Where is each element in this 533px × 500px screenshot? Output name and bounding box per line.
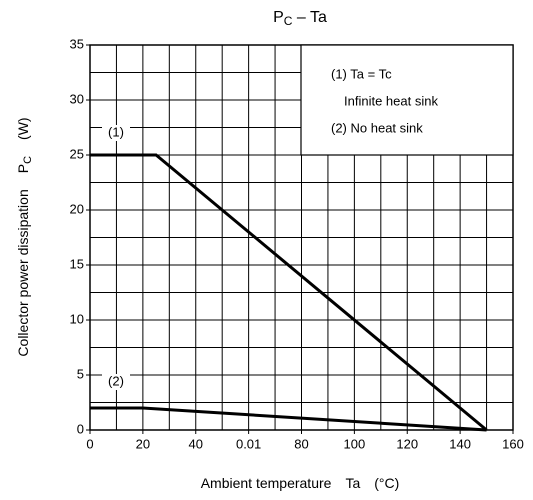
x-axis-label: Ambient temperature Ta (°C): [201, 475, 400, 491]
chart-title: PC – Ta: [273, 9, 327, 28]
x-tick-label: 100: [344, 436, 366, 451]
x-label-unit: (°C): [374, 475, 399, 491]
y-tick-label: 10: [70, 311, 84, 326]
y-tick-label: 15: [70, 256, 84, 271]
title-sub: C: [284, 14, 293, 28]
y-label-unit: (W): [15, 117, 31, 140]
y-label-text: Collector power dissipation: [15, 189, 31, 356]
title-rest: – Ta: [292, 9, 327, 26]
y-tick-label: 20: [70, 201, 84, 216]
x-tick-label: 0.01: [236, 436, 261, 451]
legend-text: (1) Ta = Tc: [331, 66, 392, 81]
x-tick-label: 80: [294, 436, 308, 451]
x-tick-label: 0: [86, 436, 93, 451]
series-label-bg: [102, 374, 130, 390]
x-tick-label: 20: [136, 436, 150, 451]
line-series: [90, 406, 487, 432]
x-tick-label: 120: [396, 436, 418, 451]
legend-box: [300, 44, 514, 156]
y-tick-label: 30: [70, 91, 84, 106]
y-tick-label: 25: [70, 146, 84, 161]
series-label-bg: [102, 125, 130, 141]
legend-text: (2) No heat sink: [331, 120, 423, 135]
y-tick-label: 0: [77, 421, 84, 436]
y-label-symbol: P: [15, 164, 31, 173]
title-main: P: [273, 9, 284, 26]
y-axis-label: Collector power dissipation PC (W): [15, 117, 34, 356]
series-label: (2): [108, 373, 124, 388]
x-label-symbol: Ta: [345, 475, 360, 491]
legend-text: Infinite heat sink: [344, 93, 438, 108]
y-tick-label: 35: [70, 36, 84, 51]
x-tick-label: 40: [189, 436, 203, 451]
y-label-sub: C: [22, 156, 34, 164]
series-label: (1): [108, 124, 124, 139]
x-tick-label: 160: [502, 436, 524, 451]
x-label-text: Ambient temperature: [201, 475, 332, 491]
x-tick-label: 140: [449, 436, 471, 451]
line-series: [90, 153, 488, 432]
y-tick-label: 5: [77, 366, 84, 381]
